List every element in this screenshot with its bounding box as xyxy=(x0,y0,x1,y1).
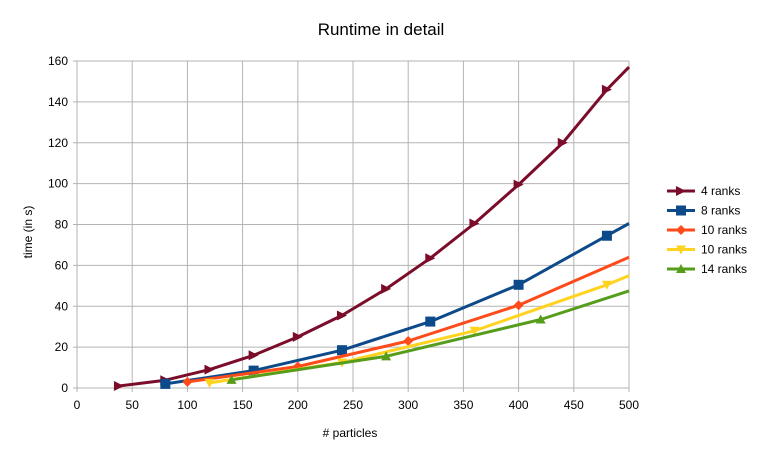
series-5 xyxy=(226,289,630,384)
data-point xyxy=(403,335,414,346)
data-point xyxy=(601,280,612,290)
legend-item: 10 ranks xyxy=(667,243,747,257)
y-tick-label: 40 xyxy=(55,299,69,313)
legend-swatch-marker xyxy=(676,186,686,196)
data-point xyxy=(336,345,347,356)
data-point xyxy=(381,351,392,361)
y-tick-label: 160 xyxy=(48,54,68,68)
x-tick-label: 200 xyxy=(288,398,308,412)
series-group xyxy=(113,66,631,391)
y-tick-label: 80 xyxy=(55,218,69,232)
x-tick-label: 350 xyxy=(453,398,473,412)
series-2 xyxy=(160,222,630,389)
legend-label: 14 ranks xyxy=(701,262,747,276)
data-point xyxy=(557,137,568,148)
y-axis-label: time (in s) xyxy=(21,206,35,259)
data-point xyxy=(535,314,546,324)
data-point xyxy=(182,376,193,387)
data-point xyxy=(469,218,480,229)
legend: 4 ranks 8 ranks 10 ranks 10 ranks 14 ranks xyxy=(667,184,747,276)
legend-label: 8 ranks xyxy=(701,204,740,218)
data-point xyxy=(292,331,303,342)
legend-item: 4 ranks xyxy=(667,184,740,198)
series-line xyxy=(231,289,630,382)
x-tick-label: 0 xyxy=(74,398,81,412)
y-tick-label: 120 xyxy=(48,136,68,150)
x-tick-label: 300 xyxy=(398,398,418,412)
gridlines xyxy=(73,60,630,392)
data-point xyxy=(513,279,524,290)
legend-label: 4 ranks xyxy=(701,184,740,198)
legend-item: 10 ranks xyxy=(667,223,747,237)
data-point xyxy=(425,253,436,264)
x-tick-label: 400 xyxy=(509,398,529,412)
data-point xyxy=(513,300,524,311)
x-tick-label: 450 xyxy=(564,398,584,412)
x-tick-label: 500 xyxy=(619,398,639,412)
y-tick-label: 20 xyxy=(55,340,69,354)
data-point xyxy=(336,310,347,321)
data-point xyxy=(469,326,480,336)
data-point xyxy=(113,380,124,391)
data-point xyxy=(601,230,612,241)
data-point xyxy=(204,364,215,375)
chart-title: Runtime in detail xyxy=(318,20,445,39)
y-tick-label: 0 xyxy=(61,381,68,395)
legend-item: 14 ranks xyxy=(667,262,747,276)
legend-label: 10 ranks xyxy=(701,243,747,257)
data-point xyxy=(248,350,259,361)
series-3 xyxy=(182,255,630,387)
legend-swatch-marker xyxy=(676,225,686,235)
y-tick-label: 140 xyxy=(48,95,68,109)
legend-label: 10 ranks xyxy=(701,223,747,237)
data-point xyxy=(160,378,171,389)
legend-swatch-marker xyxy=(676,245,686,255)
x-tick-label: 50 xyxy=(126,398,140,412)
data-point xyxy=(601,84,612,95)
y-tick-label: 100 xyxy=(48,177,68,191)
data-point xyxy=(425,316,436,327)
data-point xyxy=(248,365,259,376)
x-tick-label: 150 xyxy=(233,398,253,412)
legend-item: 8 ranks xyxy=(667,204,740,218)
data-point xyxy=(204,378,215,388)
data-point xyxy=(513,179,524,190)
series-1 xyxy=(113,66,631,391)
x-tick-label: 250 xyxy=(343,398,363,412)
legend-swatch-marker xyxy=(676,205,686,216)
y-tick-label: 60 xyxy=(55,258,69,272)
legend-swatch-marker xyxy=(676,264,686,273)
x-tick-label: 100 xyxy=(177,398,197,412)
tick-labels: 0 50 100 150 200 250 300 350 400 450 500 0 20 40 60 80 1… xyxy=(48,54,639,412)
x-axis-label: # particles xyxy=(323,426,378,440)
data-point xyxy=(381,283,392,294)
data-point xyxy=(226,374,237,384)
